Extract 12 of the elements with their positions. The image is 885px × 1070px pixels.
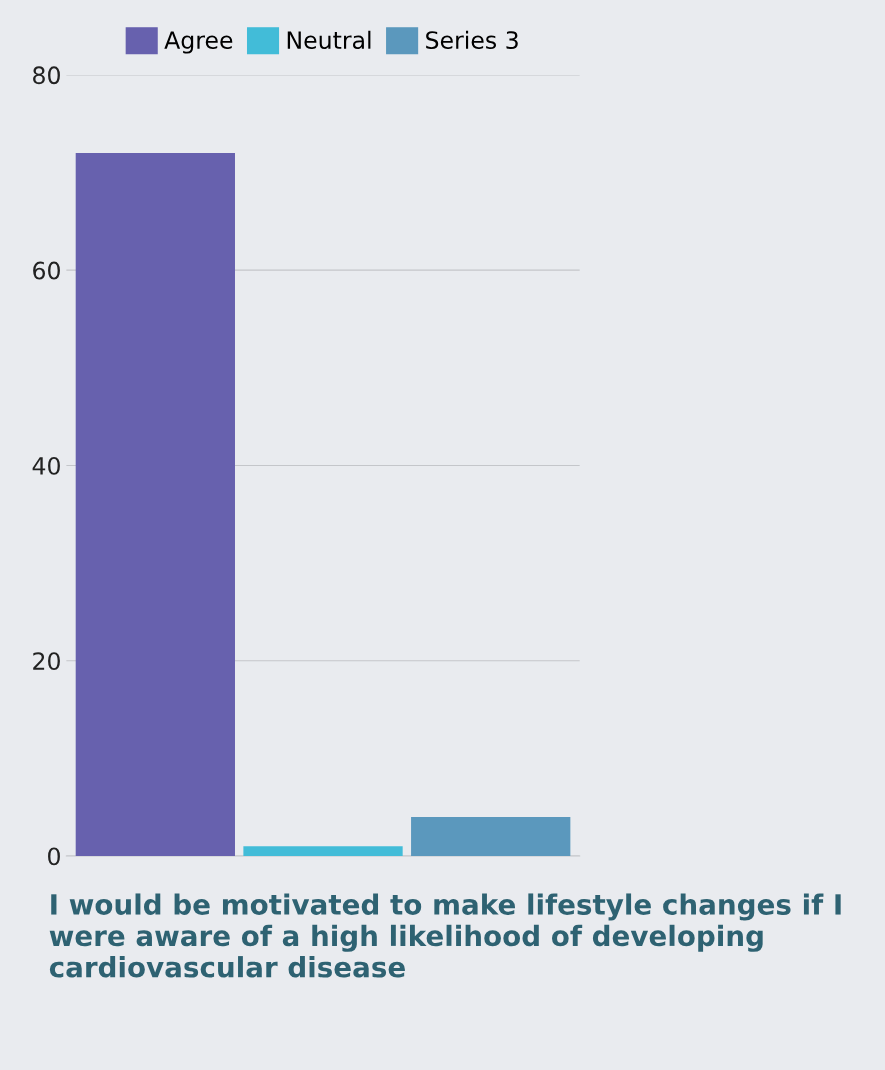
bar — [75, 153, 235, 856]
y-tick-label: 0 — [48, 847, 60, 866]
y-tick-label: 80 — [33, 66, 60, 85]
bar — [243, 846, 403, 856]
y-tick-label: 40 — [32, 456, 60, 475]
legend-label: Neutral — [287, 30, 371, 50]
y-tick-label: 60 — [33, 261, 60, 280]
bar — [411, 816, 571, 856]
text: I would be motivated to make lifestyle changes if I were aware of a high likelihood of developing cardiovascular disease — [49, 893, 841, 978]
legend-label: Series 3 — [426, 30, 518, 50]
y-tick-label: 20 — [33, 652, 60, 671]
legend-label: Agree — [164, 31, 233, 54]
